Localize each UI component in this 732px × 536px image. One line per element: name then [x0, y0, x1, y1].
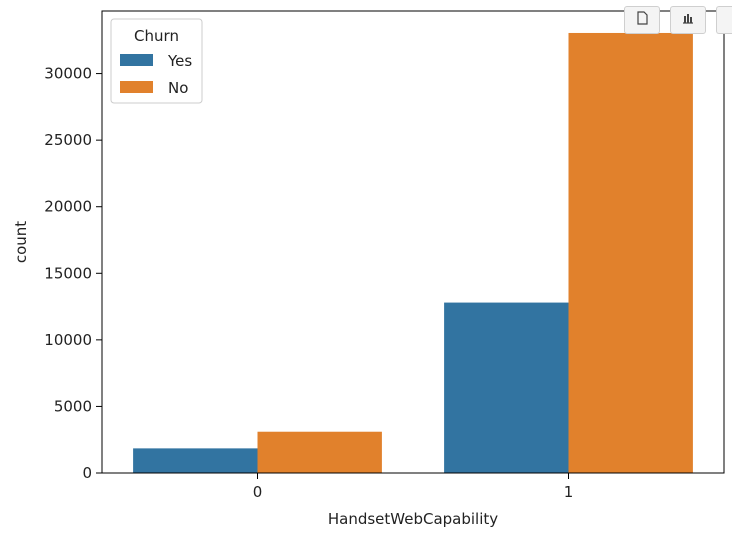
output-toolbar — [624, 6, 732, 34]
plot-frame — [101, 10, 725, 474]
copy-button[interactable] — [624, 6, 660, 34]
chart-button[interactable] — [670, 6, 706, 34]
bars-group — [133, 32, 693, 474]
y-tick-label: 0 — [82, 464, 92, 482]
y-tick-label: 20000 — [44, 198, 92, 216]
y-axis-label: count — [12, 221, 30, 263]
bar-no-0 — [257, 431, 382, 473]
copy-icon — [635, 10, 649, 30]
legend-swatch-yes — [120, 54, 153, 66]
legend-label-yes: Yes — [167, 52, 192, 70]
bar-no-1 — [568, 32, 693, 474]
y-tick-label: 15000 — [44, 264, 92, 282]
legend-title: Churn — [134, 27, 179, 45]
bar-yes-0 — [133, 448, 258, 473]
x-axis-label: HandsetWebCapability — [328, 510, 498, 528]
legend: Churn Yes No — [110, 18, 203, 104]
y-tick-label: 25000 — [44, 131, 92, 149]
x-tick-label: 1 — [564, 483, 574, 501]
x-tick-label: 0 — [253, 483, 263, 501]
y-axis: 0 5000 10000 15000 20000 25000 30000 — [44, 65, 102, 482]
more-button[interactable] — [716, 6, 732, 34]
bar-yes-1 — [444, 302, 569, 473]
legend-label-no: No — [168, 79, 188, 97]
y-tick-label: 5000 — [54, 397, 92, 415]
legend-items: Yes No — [120, 52, 192, 97]
bar-chart-icon — [681, 11, 695, 29]
y-tick-label: 30000 — [44, 65, 92, 83]
legend-swatch-no — [120, 81, 153, 93]
y-tick-label: 10000 — [44, 331, 92, 349]
